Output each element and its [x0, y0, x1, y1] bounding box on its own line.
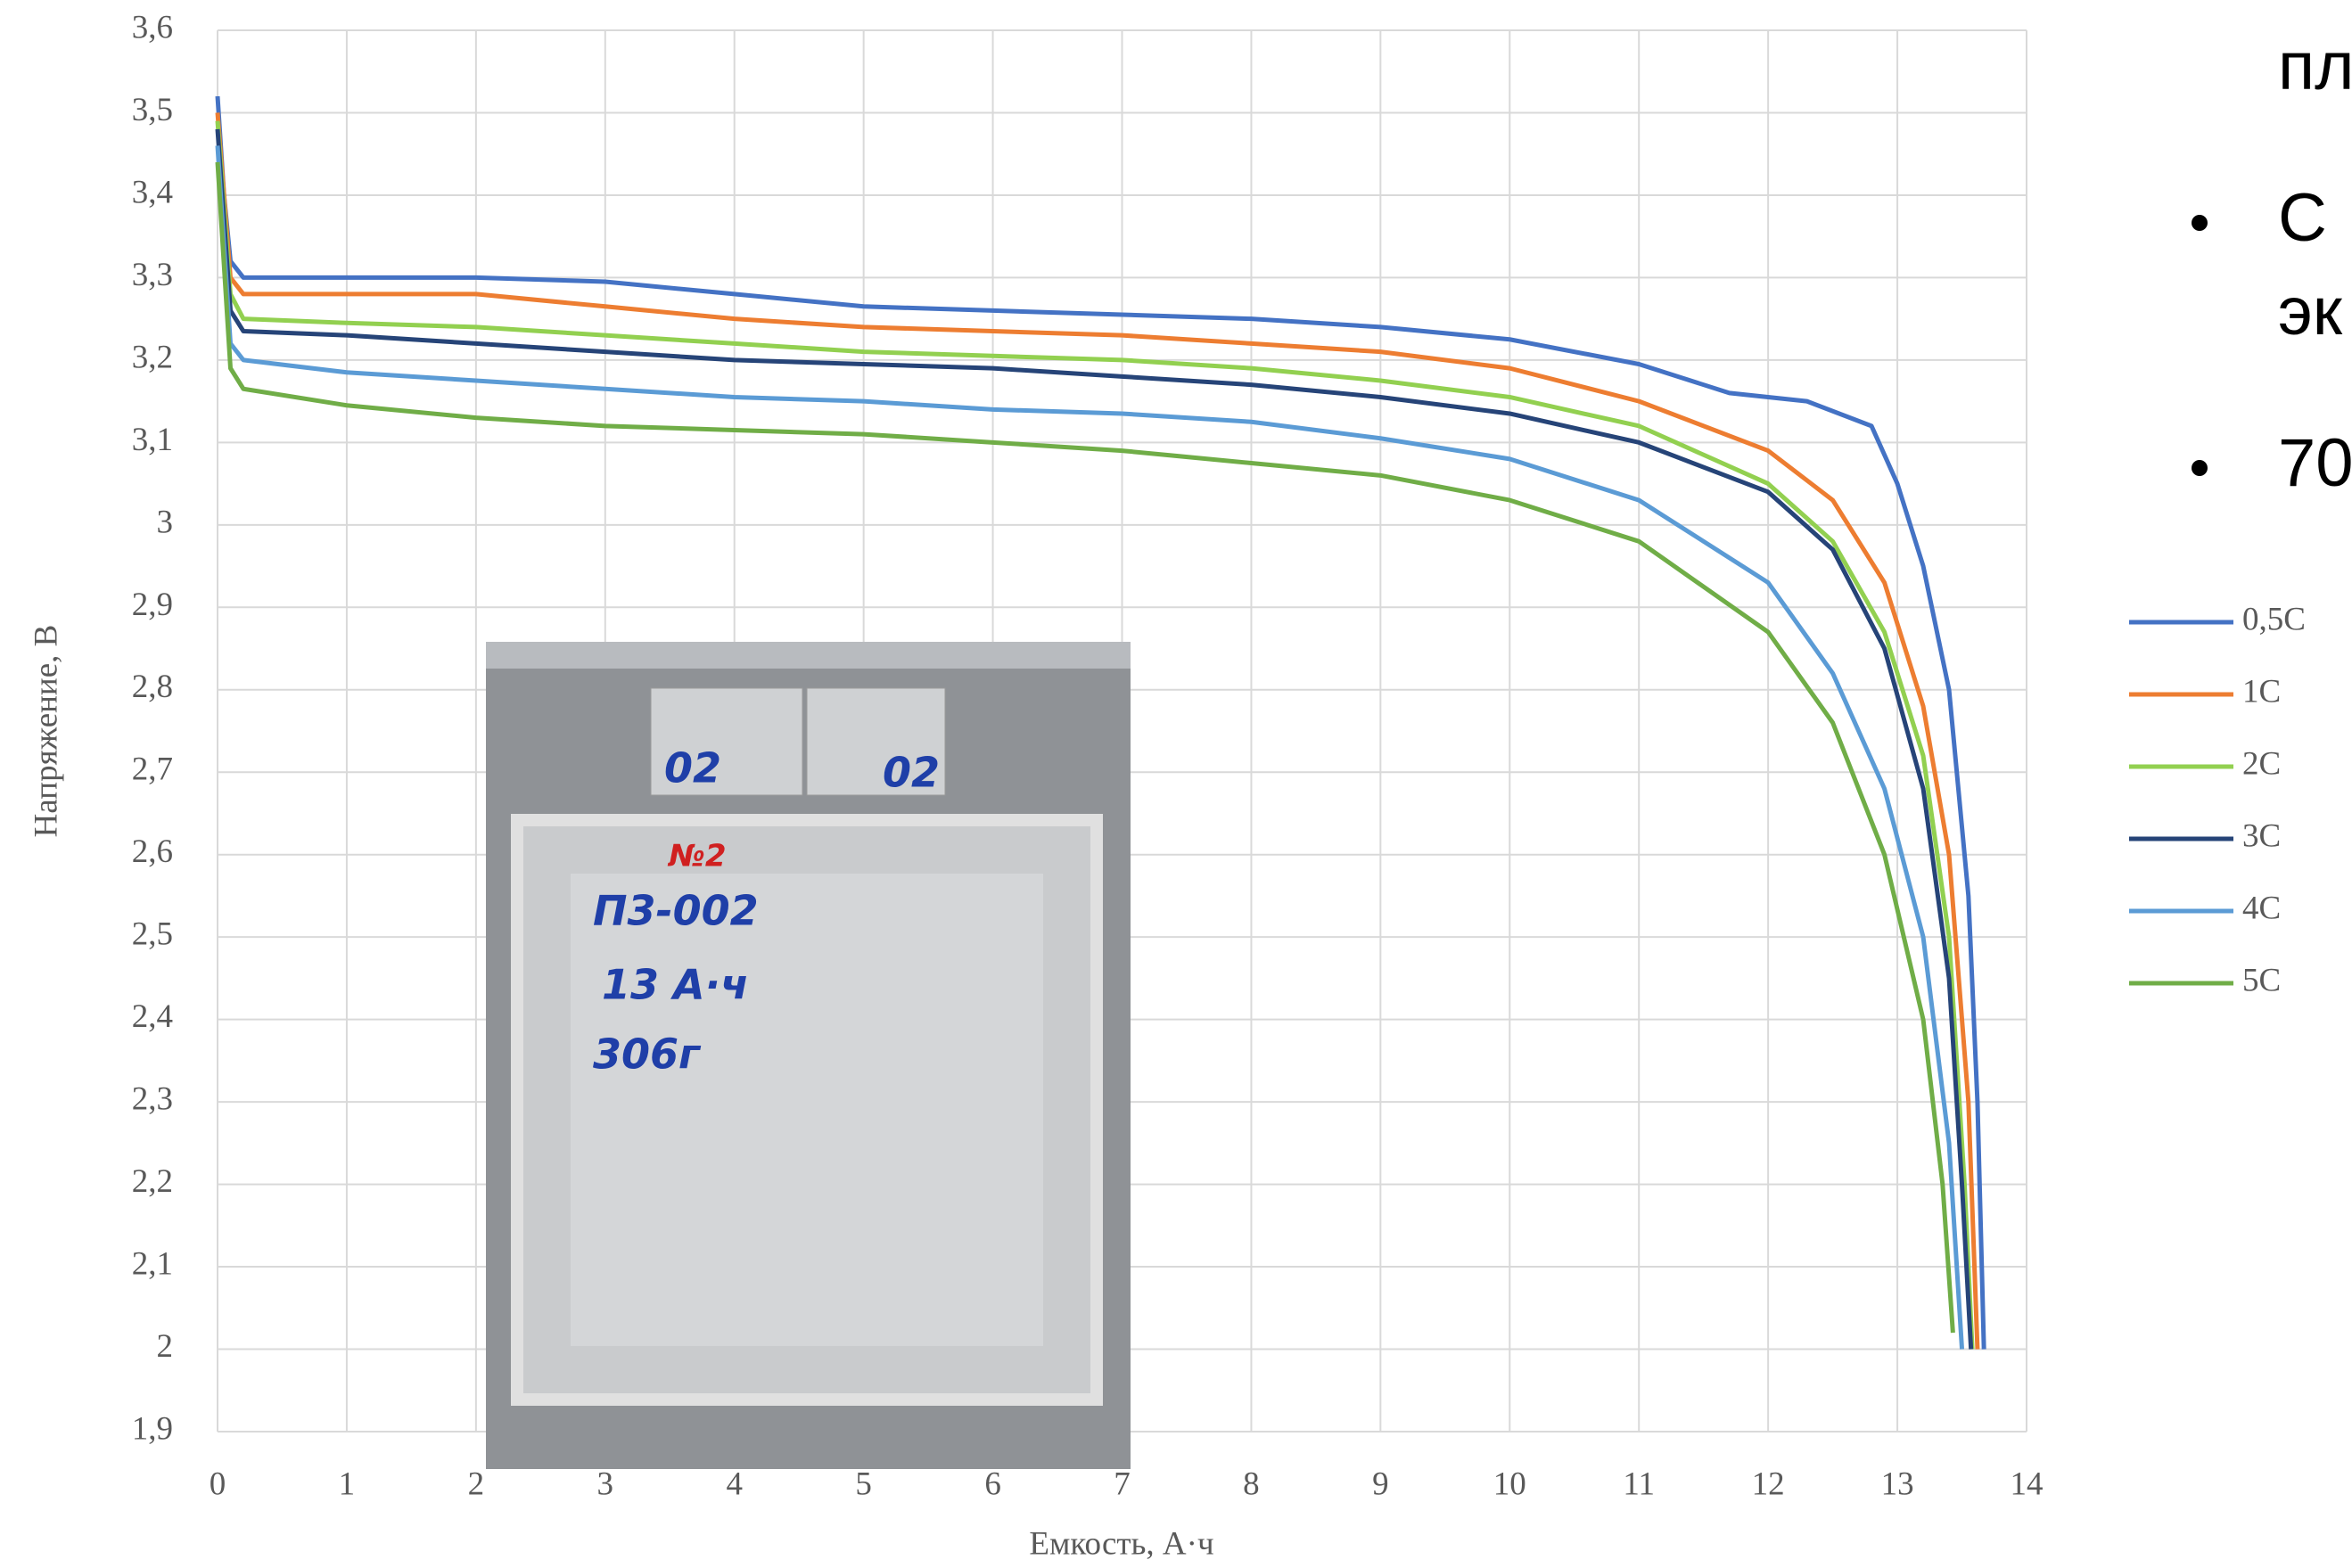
y-tick-label: 2,2 [132, 1163, 173, 1200]
photo-rail [486, 642, 1131, 669]
terminal [650, 687, 803, 796]
photo-label: 13 А·ч [602, 961, 749, 1009]
x-tick-label: 13 [1881, 1465, 1914, 1502]
y-tick-label: 3 [157, 504, 174, 540]
legend-label: 2C [2242, 745, 2281, 782]
x-tick-label: 9 [1372, 1465, 1389, 1502]
y-tick-label: 3,4 [132, 174, 173, 210]
bullet [2192, 215, 2208, 231]
x-tick-label: 11 [1623, 1465, 1655, 1502]
photo-label: 02 [883, 749, 940, 797]
series-line [215, 145, 1965, 1350]
x-axis-title: Емкость, А·ч [1029, 1525, 1213, 1562]
side-text: пл [2278, 29, 2352, 104]
pouch-center [571, 874, 1043, 1346]
series-line [215, 95, 1986, 1350]
x-tick-label: 7 [1114, 1465, 1131, 1502]
y-tick-label: 2,7 [132, 751, 173, 788]
x-tick-label: 8 [1243, 1465, 1260, 1502]
series-line [215, 128, 1974, 1350]
series-line [215, 120, 1975, 1350]
y-tick-label: 2 [157, 1328, 174, 1365]
y-tick-label: 3,5 [132, 92, 173, 128]
side-text: эк [2278, 274, 2343, 349]
y-tick-label: 2,1 [132, 1246, 173, 1283]
y-tick-label: 3,6 [132, 9, 173, 45]
y-tick-label: 2,5 [132, 916, 173, 953]
series-line [215, 161, 1955, 1334]
x-tick-label: 4 [726, 1465, 743, 1502]
y-tick-label: 2,4 [132, 998, 173, 1035]
x-tick-label: 10 [1493, 1465, 1526, 1502]
x-tick-label: 6 [984, 1465, 1001, 1502]
photo-label: П3-002 [593, 887, 759, 935]
bullet [2192, 460, 2208, 476]
x-tick-label: 14 [2011, 1465, 2044, 1502]
x-tick-label: 12 [1752, 1465, 1785, 1502]
series-line [215, 112, 1980, 1350]
y-tick-label: 3,2 [132, 339, 173, 375]
legend-label: 3C [2242, 817, 2281, 854]
terminal [806, 687, 946, 796]
y-tick-label: 2,3 [132, 1081, 173, 1118]
y-tick-label: 3,3 [132, 257, 173, 293]
photo-label: 02 [664, 744, 721, 792]
photo-label: 306г [593, 1030, 702, 1079]
photo-label: №2 [667, 839, 727, 874]
y-tick-label: 1,9 [132, 1410, 173, 1447]
x-tick-label: 5 [855, 1465, 872, 1502]
x-tick-label: 2 [468, 1465, 485, 1502]
y-tick-label: 2,9 [132, 587, 173, 623]
legend-label: 1C [2242, 673, 2281, 710]
side-text: 70 [2278, 425, 2352, 501]
y-tick-label: 3,1 [132, 422, 173, 458]
legend-label: 4C [2242, 890, 2281, 926]
x-tick-label: 1 [339, 1465, 356, 1502]
x-tick-label: 3 [597, 1465, 614, 1502]
legend-label: 0,5C [2242, 601, 2306, 637]
x-tick-label: 0 [210, 1465, 226, 1502]
side-text: С [2278, 180, 2327, 256]
y-tick-label: 2,6 [132, 833, 173, 870]
y-tick-label: 2,8 [132, 669, 173, 705]
legend-label: 5C [2242, 962, 2281, 998]
inset-photo: 02 02 №2 П3-002 13 А·ч 306г [486, 642, 1131, 1469]
y-axis-title: Напряжение, В [28, 625, 64, 838]
